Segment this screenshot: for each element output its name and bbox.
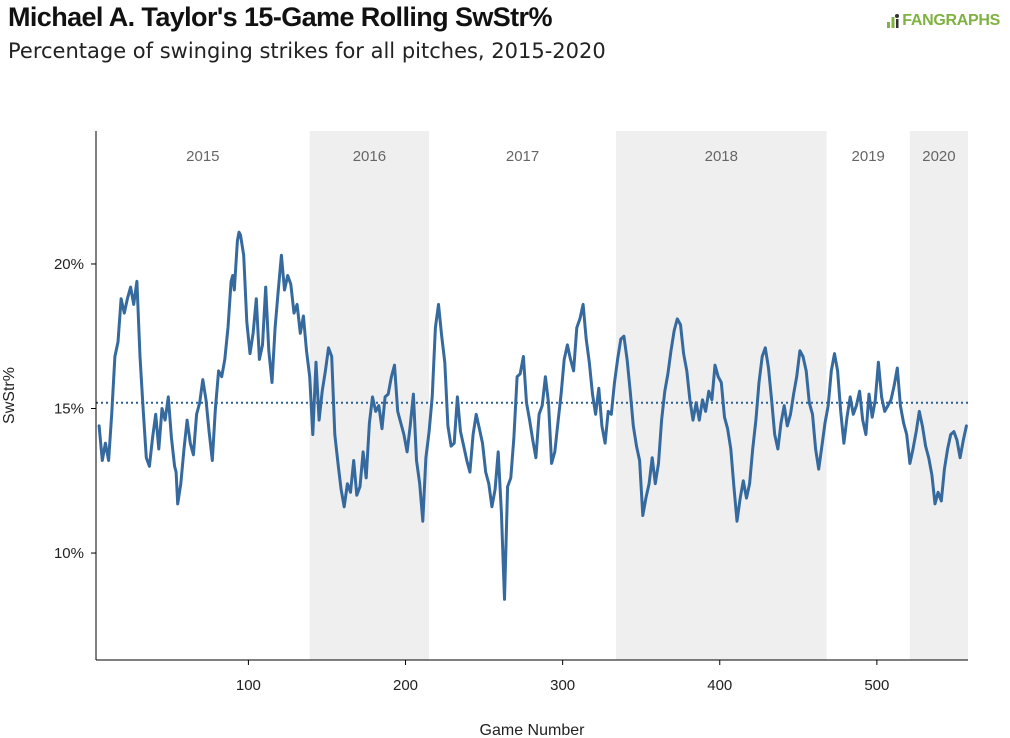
season-label-2016: 2016 — [353, 148, 386, 165]
x-tick-label: 300 — [550, 677, 575, 694]
x-tick-label: 100 — [236, 677, 261, 694]
season-label-2020: 2020 — [922, 148, 955, 165]
fangraphs-logo: FANGRAPHS — [886, 12, 1000, 30]
y-tick-label: 15% — [54, 401, 84, 418]
chart-subtitle: Percentage of swinging strikes for all p… — [8, 39, 606, 63]
y-tick-label: 10% — [54, 545, 84, 562]
fangraphs-logo-text: FANGRAPHS — [902, 12, 1000, 29]
fangraphs-logo-icon — [887, 14, 900, 28]
x-axis-title: Game Number — [480, 722, 586, 738]
season-label-2019: 2019 — [852, 148, 885, 165]
season-label-2018: 2018 — [705, 148, 738, 165]
x-tick-label: 200 — [393, 677, 418, 694]
x-axis-ticks: 100 200 300 400 500 — [236, 660, 889, 694]
season-labels: 2015 2016 2017 2018 2019 2020 — [186, 148, 955, 165]
y-axis-title: SwStr% — [1, 367, 18, 424]
x-tick-label: 500 — [864, 677, 889, 694]
y-axis-ticks: 10% 15% 20% — [54, 256, 96, 562]
y-tick-label: 20% — [54, 256, 84, 273]
chart-title: Michael A. Taylor's 15-Game Rolling SwSt… — [8, 2, 552, 32]
season-label-2015: 2015 — [186, 148, 219, 165]
x-tick-label: 400 — [707, 677, 732, 694]
season-band-2020 — [909, 131, 968, 660]
season-label-2017: 2017 — [506, 148, 539, 165]
series-line — [97, 230, 968, 601]
season-band-2016 — [309, 131, 430, 660]
